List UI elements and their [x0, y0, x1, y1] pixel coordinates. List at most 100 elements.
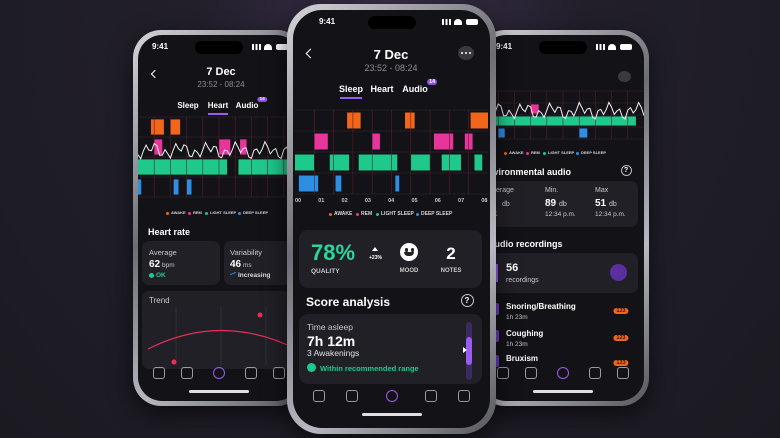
more-dot [461, 52, 464, 54]
stage-block [410, 154, 431, 171]
item-count: 123 [613, 359, 629, 367]
stage-block [441, 154, 461, 171]
wave-icon [492, 264, 500, 282]
card [482, 181, 638, 227]
stat-value: 46 [230, 259, 242, 270]
more-button[interactable] [618, 71, 631, 82]
metric-detail: 3 Awakenings [307, 347, 360, 358]
more-dot [465, 52, 468, 54]
mood-label: MOOD [399, 268, 419, 275]
nav-button[interactable] [180, 367, 193, 379]
tab[interactable]: Sleep [338, 83, 364, 94]
legend-label: DEEP SLEEP [581, 149, 607, 155]
nav-button[interactable] [245, 367, 258, 379]
stage-block [395, 175, 400, 192]
stage-block [138, 159, 228, 175]
nav-button[interactable] [589, 367, 602, 379]
stat-label: Average [488, 186, 514, 194]
help-label[interactable]: ? [464, 296, 470, 306]
stage-block [238, 159, 288, 175]
tab[interactable]: Audio [235, 101, 259, 111]
legend-label: LIGHT SLEEP [210, 209, 237, 215]
status-check [307, 363, 316, 372]
status-check [149, 273, 154, 278]
notes-label: NOTES [440, 268, 462, 275]
open-button[interactable] [610, 264, 627, 281]
legend-dot [543, 151, 546, 155]
legend-dot [504, 151, 507, 155]
stage-block [474, 154, 483, 171]
stage-block [530, 104, 539, 114]
item-duration: 1h 23m [506, 341, 528, 349]
legend-dot [376, 212, 379, 216]
stage-block [138, 179, 142, 195]
dynamic-island [195, 41, 243, 54]
dynamic-island [539, 41, 587, 54]
stat-unit: db [559, 200, 567, 208]
stage-block [433, 133, 454, 150]
hour-label: 03 [364, 197, 371, 204]
section-title: Environmental audio [482, 166, 572, 177]
back-button[interactable] [150, 69, 160, 79]
section-title: Score analysis [306, 294, 391, 309]
signal-icon [442, 19, 451, 25]
stat-note: 12:34 p.m. [595, 211, 626, 219]
stage-block [240, 139, 247, 155]
nav-button[interactable] [497, 367, 510, 379]
item-name[interactable]: Snoring/Breathing [506, 302, 576, 312]
tab[interactable]: Heart [207, 101, 229, 111]
nav-button[interactable] [424, 390, 437, 402]
stage-block [150, 119, 164, 135]
legend-dot [356, 212, 359, 216]
tab[interactable]: Heart [370, 83, 394, 94]
card-title: Trend [149, 296, 170, 306]
help-button[interactable] [461, 294, 474, 307]
help-button[interactable] [621, 165, 632, 176]
help-label[interactable]: ? [623, 166, 629, 174]
stage-block [295, 154, 315, 171]
legend-dot [238, 211, 241, 215]
back-button[interactable] [305, 48, 316, 59]
nav-button[interactable] [557, 367, 569, 379]
legend-label: DEEP SLEEP [243, 209, 269, 215]
nav-button[interactable] [458, 390, 471, 402]
card [142, 241, 220, 285]
nav-button[interactable] [616, 367, 629, 379]
tab[interactable]: Sleep [177, 101, 199, 111]
stage-block [314, 133, 328, 150]
metric-value: 7h 12m [307, 332, 356, 349]
stage-block [298, 175, 319, 192]
stat-value: 51 [595, 198, 607, 209]
legend-dot [329, 212, 332, 216]
legend-label: REM [361, 211, 373, 217]
nav-button[interactable] [153, 367, 166, 379]
legend-label: AWAKE [171, 209, 186, 215]
trend-chart [147, 307, 297, 365]
tab-badge: 14 [427, 78, 438, 86]
wifi-icon [454, 19, 462, 25]
nav-button[interactable] [346, 390, 359, 402]
item-name[interactable]: Coughing [506, 329, 544, 339]
trend-point [257, 312, 263, 318]
stage-block [154, 139, 163, 155]
nav-button[interactable] [213, 367, 225, 379]
stage-block [335, 175, 342, 192]
stage-block [173, 179, 179, 195]
stat-unit: db [609, 200, 617, 208]
stat-value: 89 [545, 198, 557, 209]
hour-label: 02 [341, 197, 348, 204]
item-duration: 1h 23m [506, 314, 528, 322]
nav-button[interactable] [524, 367, 537, 379]
nav-button[interactable] [385, 390, 398, 402]
nav-button[interactable] [312, 390, 325, 402]
stage-block [579, 128, 588, 138]
hour-label: 05 [411, 197, 418, 204]
home-indicator [361, 413, 422, 416]
legend-dot [166, 211, 169, 215]
nav-button[interactable] [272, 367, 285, 379]
stat-status: OK [156, 272, 166, 280]
tab-underline [340, 97, 362, 99]
tab[interactable]: Audio [402, 83, 428, 94]
item-name[interactable]: Bruxism [506, 354, 539, 364]
home-indicator [533, 390, 593, 393]
